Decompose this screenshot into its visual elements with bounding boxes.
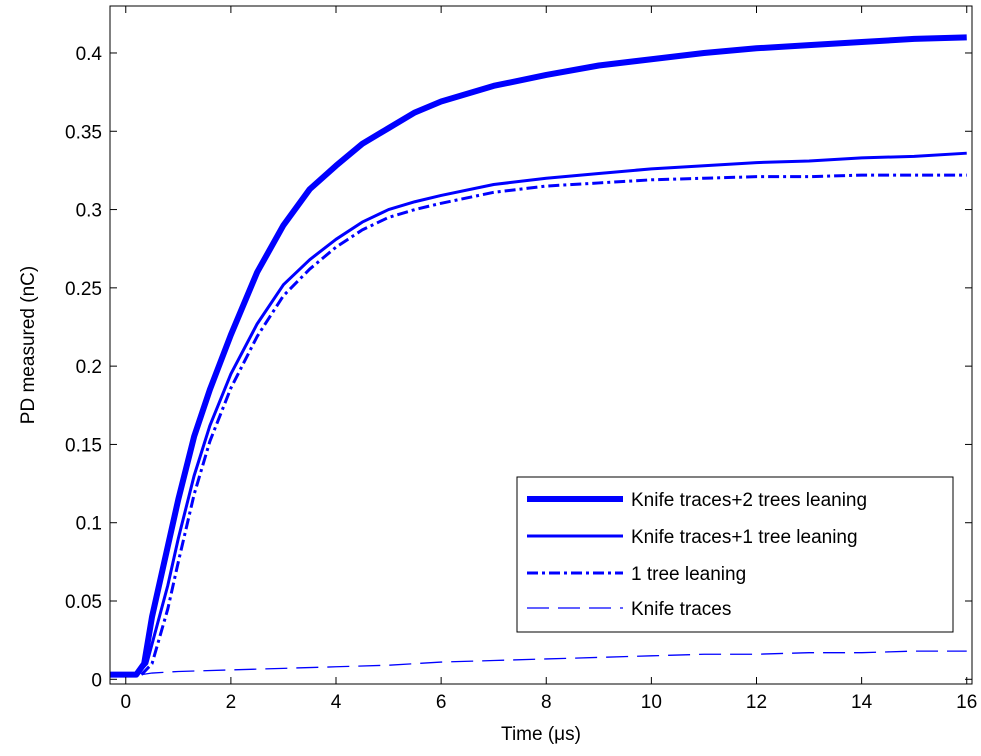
y-tick-label: 0.35 (65, 122, 102, 143)
y-tick-label: 0.1 (76, 514, 102, 535)
legend: Knife traces+2 trees leaning Knife traces… (517, 477, 953, 632)
y-tick-label: 0.3 (76, 201, 102, 222)
x-tick-label: 4 (331, 692, 342, 713)
legend-label-1: Knife traces+2 trees leaning (631, 490, 867, 511)
y-tick-label: 0.2 (76, 357, 102, 378)
x-tick-label: 12 (746, 692, 767, 713)
x-tick-label: 2 (226, 692, 237, 713)
y-tick-label: 0.05 (65, 592, 102, 613)
x-axis-label: Time (μs) (501, 724, 581, 745)
x-tick-label: 0 (120, 692, 131, 713)
y-tick-label: 0 (91, 670, 102, 691)
x-tick-label: 10 (641, 692, 662, 713)
legend-label-2: Knife traces+1 tree leaning (631, 527, 858, 548)
y-tick-label: 0.4 (76, 44, 103, 65)
y-tick-label: 0.15 (65, 435, 102, 456)
x-tick-label: 8 (541, 692, 552, 713)
legend-label-4: Knife traces (631, 599, 731, 620)
x-tick-label: 14 (851, 692, 873, 713)
y-axis-label: PD measured (nC) (18, 266, 39, 424)
y-tick-label: 0.25 (65, 279, 102, 300)
x-tick-label: 16 (956, 692, 977, 713)
x-tick-label: 6 (436, 692, 447, 713)
legend-label-3: 1 tree leaning (631, 564, 746, 585)
